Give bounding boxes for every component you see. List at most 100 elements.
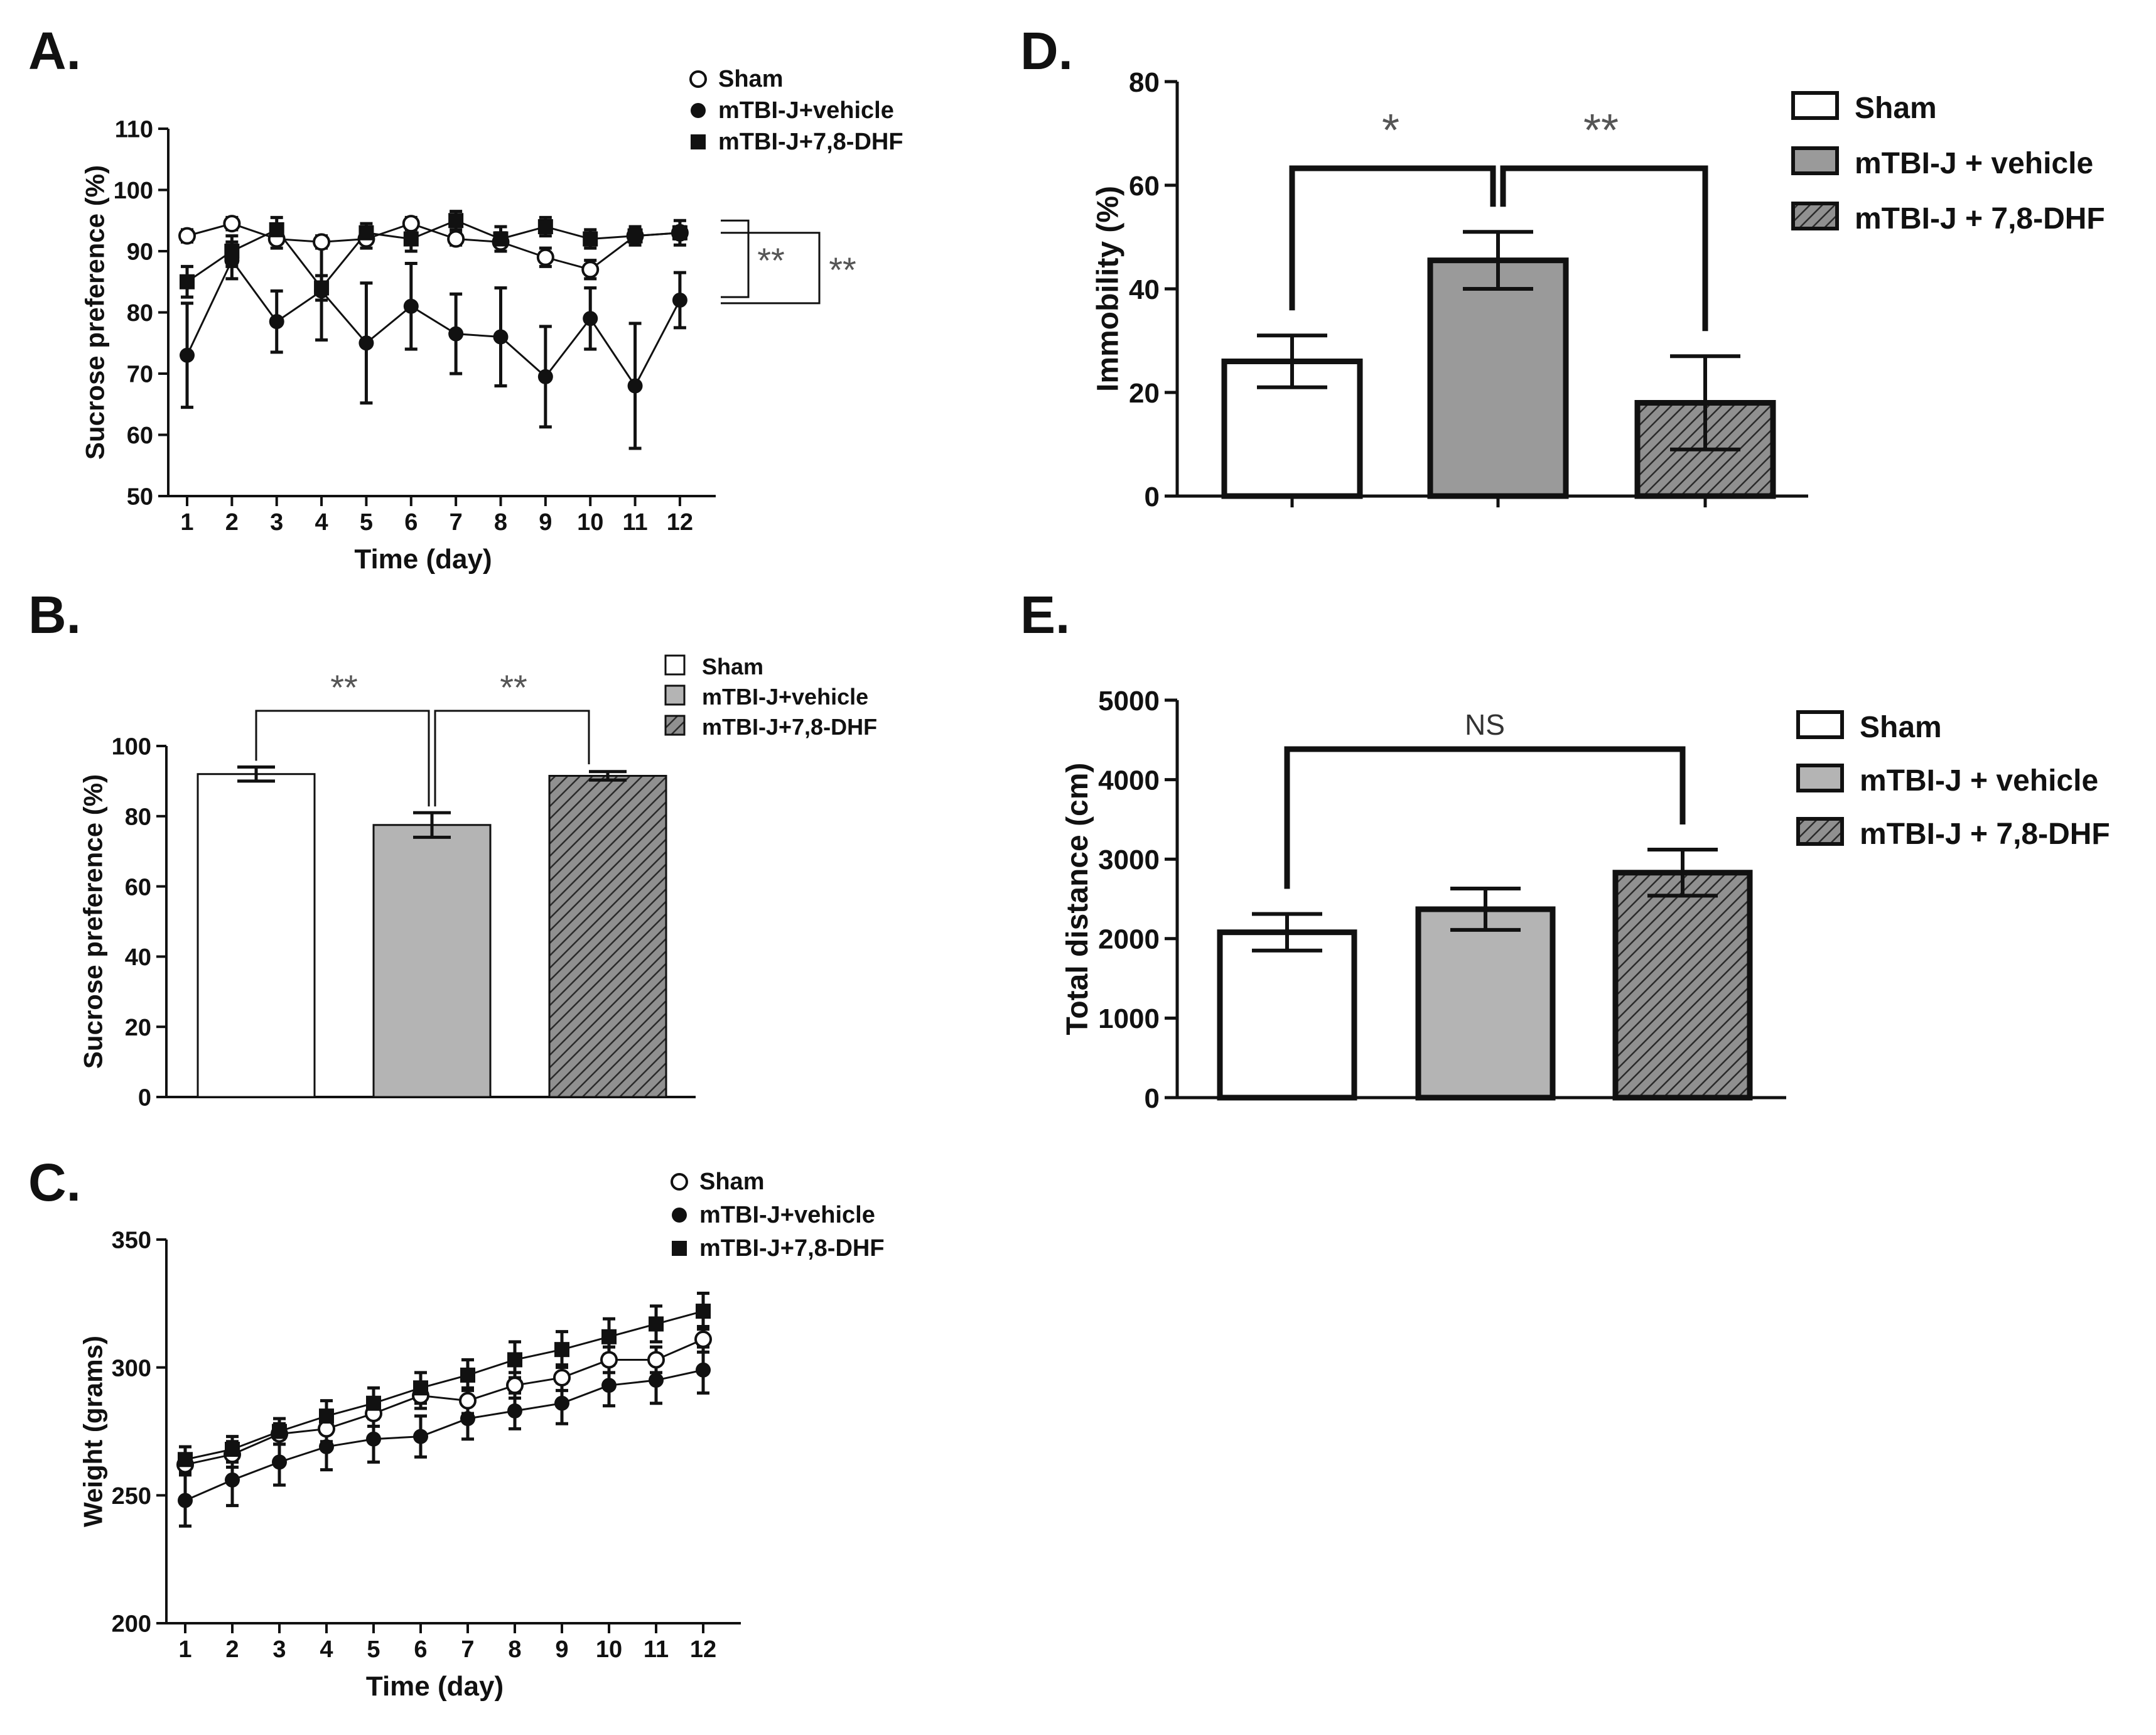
- panel-a-x-tick-label: 7: [450, 509, 463, 536]
- panel-c-x-tick-label: 9: [555, 1636, 568, 1663]
- panel-c-letter: C.: [28, 1153, 81, 1212]
- panel-a-y-tick-label: 100: [114, 178, 153, 204]
- panel-b-legend-swatch: [664, 684, 686, 706]
- panel-c-point: [272, 1424, 287, 1439]
- panel-a-point: [402, 215, 420, 233]
- panel-d-letter: D.: [1020, 21, 1073, 80]
- panel-e-y-axis-label: Total distance (cm): [1061, 763, 1094, 1035]
- panel-b-significance: **: [500, 668, 527, 707]
- panel-a-point: [493, 231, 509, 247]
- panel-a-series-line: [186, 219, 681, 289]
- panel-a-point: [448, 326, 464, 342]
- panel-c-x-tick-label: 8: [508, 1636, 521, 1663]
- panel-c-point: [696, 1304, 711, 1319]
- panel-a-point: [269, 222, 284, 237]
- panel-a-letter: A.: [28, 21, 81, 80]
- panel-b-y-tick-label: 0: [138, 1085, 151, 1111]
- panel-c-point: [507, 1403, 522, 1419]
- panel-a-point: [627, 228, 643, 244]
- panel-a-point: [537, 369, 553, 384]
- panel-d-legend-swatch: [1791, 146, 1839, 175]
- panel-c-point: [694, 1330, 712, 1348]
- panel-a-series-line: [186, 258, 681, 388]
- panel-e-legend-label: Sham: [1860, 711, 1942, 744]
- panel-d-legend-swatch: [1791, 91, 1839, 120]
- panel-e-bracket: [1284, 746, 1686, 889]
- panel-b-letter: B.: [28, 585, 81, 644]
- panel-a-point: [583, 311, 598, 327]
- panel-a-x-tick-label: 10: [577, 509, 603, 536]
- panel-c-point: [178, 1493, 193, 1508]
- panel-a-x-tick-label: 2: [225, 509, 239, 536]
- panel-a-legend-marker: [691, 103, 706, 118]
- panel-a-significance: **: [829, 250, 856, 289]
- panel-c-y-tick-label: 350: [112, 1228, 151, 1254]
- panel-a-x-axis-label: Time (day): [354, 544, 492, 575]
- panel-b-y-axis-label: Sucrose preference (%): [78, 774, 107, 1069]
- panel-c-x-tick-label: 6: [414, 1636, 427, 1663]
- panel-a-y-tick-label: 110: [115, 117, 153, 143]
- panel-a-point: [358, 225, 374, 241]
- panel-d-legend-label: Sham: [1855, 92, 1937, 125]
- panel-a-legend-marker: [691, 134, 706, 149]
- panel-c-point: [460, 1367, 475, 1383]
- panel-a-x-tick-label: 3: [270, 509, 283, 536]
- panel-d-y-axis-label: Immobility (%): [1091, 186, 1124, 392]
- panel-a-x-tick-label: 8: [494, 509, 507, 536]
- panel-c-point: [459, 1392, 477, 1410]
- panel-c-y-tick-label: 200: [112, 1611, 151, 1638]
- panel-e-significance: NS: [1465, 708, 1505, 741]
- panel-a-point: [314, 280, 330, 296]
- panel-c-series-line: [185, 1310, 704, 1461]
- panel-c-point: [225, 1472, 240, 1488]
- panel-e-letter: E.: [1020, 585, 1070, 644]
- panel-c-point: [319, 1439, 334, 1454]
- panel-e-y-tick-label: 4000: [1098, 765, 1160, 796]
- panel-a-point: [224, 244, 240, 259]
- panel-b-y-tick-label: 100: [112, 734, 151, 760]
- panel-d-y-tick-label: 60: [1129, 171, 1160, 202]
- panel-a-x-tick-label: 11: [622, 509, 647, 536]
- panel-c-point: [366, 1395, 381, 1411]
- panel-b-bar: [548, 775, 667, 1098]
- panel-a-significance: **: [757, 241, 785, 280]
- panel-e-y-tick-label: 5000: [1098, 686, 1160, 716]
- panel-e-legend-label: mTBI-J + 7,8-DHF: [1860, 818, 2110, 851]
- panel-c-x-tick-label: 7: [461, 1636, 474, 1663]
- panel-a-point: [583, 231, 598, 247]
- panel-c-point: [649, 1373, 664, 1388]
- panel-a-point: [537, 219, 553, 234]
- panel-a-point: [493, 329, 509, 345]
- panel-c-point: [554, 1342, 569, 1358]
- panel-b-significance: **: [330, 668, 358, 707]
- panel-a-point: [269, 314, 284, 330]
- panel-c-series-line: [185, 1338, 704, 1466]
- panel-a-point: [358, 335, 374, 351]
- panel-a-point: [536, 248, 554, 266]
- panel-a-point: [447, 230, 465, 248]
- panel-e-y-tick-label: 0: [1145, 1083, 1160, 1114]
- panel-e-y-tick-label: 1000: [1098, 1003, 1160, 1034]
- panel-a-point: [180, 347, 195, 363]
- panel-e-bar: [1415, 906, 1556, 1101]
- panel-b-legend-swatch: [664, 715, 686, 736]
- panel-a-legend-label: mTBI-J+7,8-DHF: [718, 129, 903, 155]
- panel-a-point: [448, 213, 464, 229]
- panel-b-bracket: [255, 710, 430, 807]
- panel-e-legend-label: mTBI-J + vehicle: [1860, 764, 2098, 797]
- panel-c-point: [413, 1429, 428, 1444]
- panel-c-x-tick-label: 11: [644, 1636, 669, 1663]
- panel-a-y-axis-label: Sucrose preference (%): [80, 165, 109, 460]
- panel-c-y-axis-label: Weight (grams): [78, 1336, 107, 1527]
- panel-d-bar: [1427, 257, 1569, 499]
- panel-a-x-tick-label: 5: [360, 509, 373, 536]
- panel-c-legend-marker: [672, 1208, 687, 1223]
- panel-c-point: [649, 1316, 664, 1332]
- panel-e-bar: [1217, 929, 1357, 1101]
- panel-d-y-tick-label: 40: [1129, 274, 1160, 305]
- panel-b-legend-swatch: [664, 654, 686, 676]
- panel-c-legend-label: mTBI-J+7,8-DHF: [699, 1235, 885, 1262]
- panel-c-point: [600, 1351, 618, 1369]
- panel-c-x-tick-label: 4: [320, 1636, 333, 1663]
